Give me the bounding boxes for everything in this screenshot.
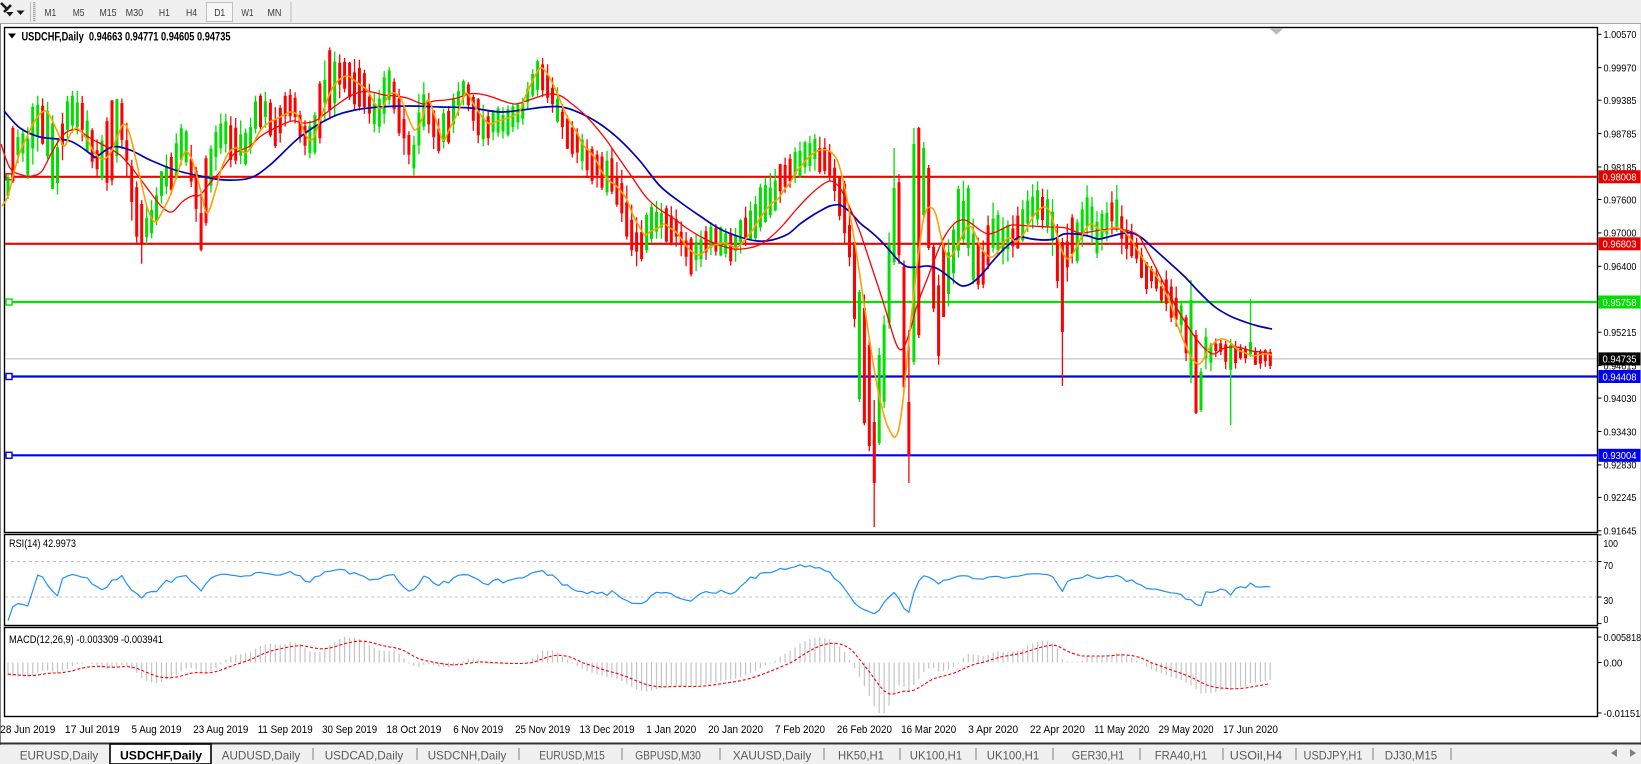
svg-text:GER30,H1: GER30,H1	[1072, 749, 1125, 763]
svg-text:D1: D1	[214, 7, 225, 19]
svg-text:DJ30,M15: DJ30,M15	[1385, 749, 1438, 763]
svg-text:0.92830: 0.92830	[1604, 460, 1637, 472]
svg-text:USDCHF,Daily: USDCHF,Daily	[120, 749, 202, 763]
svg-text:1 Jan 2020: 1 Jan 2020	[646, 724, 696, 736]
svg-text:UK100,H1: UK100,H1	[910, 749, 963, 763]
svg-text:7 Feb 2020: 7 Feb 2020	[775, 724, 825, 736]
svg-text:3 Apr 2020: 3 Apr 2020	[968, 724, 1018, 736]
svg-text:28 Jun 2019: 28 Jun 2019	[0, 724, 55, 736]
svg-text:13 Dec 2019: 13 Dec 2019	[580, 724, 635, 736]
svg-text:11 May 2020: 11 May 2020	[1094, 724, 1149, 736]
svg-text:0.98008: 0.98008	[1603, 172, 1637, 184]
svg-text:USDJPY,H1: USDJPY,H1	[1304, 749, 1363, 763]
svg-text:MACD(12,26,9) -0.003309 -0.003: MACD(12,26,9) -0.003309 -0.003941	[9, 634, 163, 646]
svg-text:H4: H4	[186, 7, 197, 19]
svg-text:M30: M30	[126, 7, 144, 19]
svg-text:-0.011514: -0.011514	[1604, 708, 1641, 720]
svg-text:0.00: 0.00	[1604, 657, 1623, 669]
svg-text:18 Oct 2019: 18 Oct 2019	[386, 724, 441, 736]
svg-text:FRA40,H1: FRA40,H1	[1155, 749, 1208, 763]
svg-text:0.95215: 0.95215	[1604, 327, 1637, 339]
svg-text:0.97000: 0.97000	[1604, 228, 1637, 240]
svg-text:100: 100	[1604, 538, 1619, 550]
svg-text:GBPUSD,M30: GBPUSD,M30	[635, 749, 701, 763]
svg-text:17 Jun 2020: 17 Jun 2020	[1223, 724, 1278, 736]
svg-text:HK50,H1: HK50,H1	[838, 749, 884, 763]
svg-text:0.99385: 0.99385	[1604, 95, 1637, 107]
svg-text:RSI(14) 42.9973: RSI(14) 42.9973	[9, 538, 76, 550]
svg-text:17 Jul 2019: 17 Jul 2019	[65, 724, 120, 736]
svg-text:USDCNH,Daily: USDCNH,Daily	[428, 749, 507, 763]
svg-text:0.94735: 0.94735	[1603, 354, 1637, 366]
svg-text:0.96400: 0.96400	[1604, 261, 1637, 273]
svg-text:0.96803: 0.96803	[1603, 239, 1637, 251]
svg-text:0.92245: 0.92245	[1604, 492, 1637, 504]
svg-text:6 Nov 2019: 6 Nov 2019	[453, 724, 503, 736]
svg-text:USDCHF,Daily 0.94663 0.94771: USDCHF,Daily 0.94663 0.94771 0.94605 0.9…	[22, 32, 231, 44]
svg-text:22 Apr 2020: 22 Apr 2020	[1030, 724, 1085, 736]
svg-text:XAUUSD,Daily: XAUUSD,Daily	[733, 749, 812, 763]
svg-text:30: 30	[1604, 595, 1614, 607]
svg-text:11 Sep 2019: 11 Sep 2019	[258, 724, 313, 736]
svg-text:USOil,H4: USOil,H4	[1230, 749, 1283, 763]
svg-text:MN: MN	[267, 7, 281, 19]
svg-text:M15: M15	[99, 7, 116, 19]
svg-text:UK100,H1: UK100,H1	[987, 749, 1040, 763]
svg-text:0.91645: 0.91645	[1604, 526, 1637, 538]
svg-text:16 Mar 2020: 16 Mar 2020	[901, 724, 956, 736]
svg-text:20 Jan 2020: 20 Jan 2020	[708, 724, 763, 736]
svg-text:25 Nov 2019: 25 Nov 2019	[515, 724, 570, 736]
svg-text:0: 0	[1604, 614, 1609, 626]
svg-text:0.93430: 0.93430	[1604, 426, 1637, 438]
svg-text:0.97600: 0.97600	[1604, 194, 1637, 206]
svg-text:1.00570: 1.00570	[1604, 29, 1637, 41]
svg-text:30 Sep 2019: 30 Sep 2019	[322, 724, 377, 736]
svg-text:W1: W1	[241, 7, 253, 19]
svg-text:0.98785: 0.98785	[1604, 128, 1637, 140]
svg-text:M1: M1	[45, 7, 57, 19]
svg-text:29 May 2020: 29 May 2020	[1159, 724, 1214, 736]
svg-text:70: 70	[1604, 560, 1614, 572]
svg-text:0.005818: 0.005818	[1604, 632, 1641, 644]
svg-text:USDCAD,Daily: USDCAD,Daily	[325, 749, 404, 763]
svg-text:0.94408: 0.94408	[1603, 371, 1637, 383]
svg-text:EURUSD,Daily: EURUSD,Daily	[20, 749, 99, 763]
svg-text:0.99970: 0.99970	[1604, 62, 1637, 74]
svg-text:AUDUSD,Daily: AUDUSD,Daily	[222, 749, 301, 763]
svg-text:0.93004: 0.93004	[1603, 450, 1637, 462]
svg-text:26 Feb 2020: 26 Feb 2020	[837, 724, 892, 736]
svg-text:EURUSD,M15: EURUSD,M15	[539, 749, 605, 763]
svg-text:5 Aug 2019: 5 Aug 2019	[132, 724, 182, 736]
svg-text:0.94030: 0.94030	[1604, 393, 1637, 405]
svg-text:M5: M5	[73, 7, 85, 19]
svg-text:23 Aug 2019: 23 Aug 2019	[193, 724, 248, 736]
svg-text:0.95758: 0.95758	[1603, 297, 1637, 309]
svg-text:H1: H1	[159, 7, 170, 19]
